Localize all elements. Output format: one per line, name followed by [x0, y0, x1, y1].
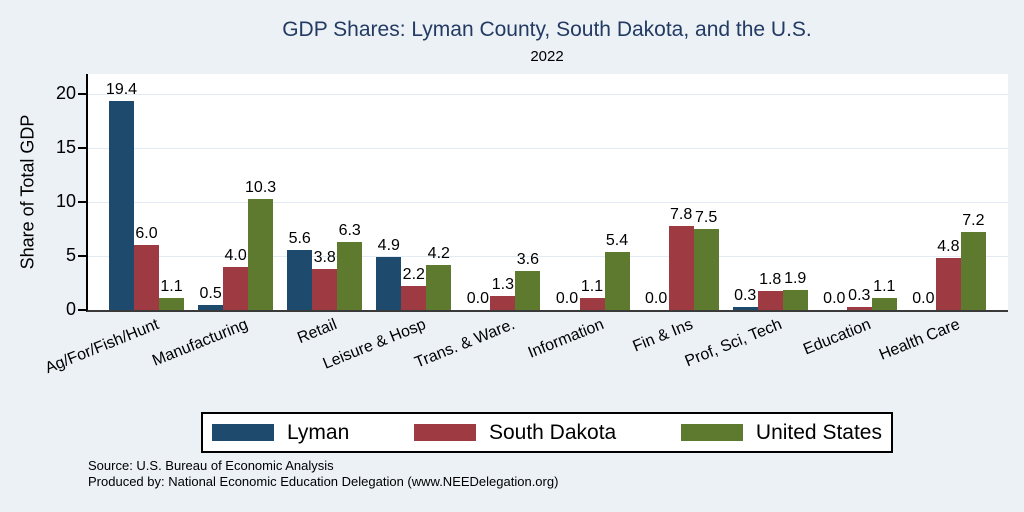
legend-swatch-south-dakota [413, 424, 476, 441]
bar-united-states-leisure-hosp [426, 264, 452, 310]
bar-value-label: 1.3 [491, 276, 515, 293]
bar-value-label: 2.2 [402, 266, 425, 284]
y-tick-mark [78, 309, 86, 311]
bar-south-dakota-retail [312, 269, 338, 310]
legend-swatch-lyman [212, 424, 274, 441]
y-tick-mark [78, 255, 86, 257]
bar-value-label: 19.4 [105, 80, 138, 98]
bar-lyman-leisure-hosp [376, 257, 402, 310]
x-axis-label: Ag/For/Fish/Hunt [42, 316, 161, 378]
bar-united-states-retail [337, 242, 363, 310]
legend-label: United States [755, 420, 882, 444]
bar-lyman-retail [287, 249, 313, 310]
bar-value-label: 4.8 [937, 238, 960, 256]
bar-value-label: 0.0 [912, 290, 935, 307]
y-tick-label: 20 [55, 83, 76, 103]
bar-united-states-education [871, 298, 897, 310]
y-tick-mark [78, 147, 86, 149]
bar-value-label: 0.0 [466, 290, 490, 307]
y-tick-label: 10 [55, 191, 76, 211]
bar-united-states-ag-for-fish-hunt [159, 298, 184, 310]
bar-value-label: 5.4 [605, 231, 629, 249]
bar-south-dakota-manufacturing [223, 266, 249, 310]
bar-value-label: 0.0 [823, 290, 846, 307]
bar-value-label: 7.2 [962, 212, 985, 230]
bar-value-label: 1.1 [580, 278, 604, 296]
legend-label: Lyman [287, 420, 350, 444]
bar-lyman-ag-for-fish-hunt [109, 100, 134, 310]
bar-value-label: 1.1 [160, 278, 183, 296]
source-note: Source: U.S. Bureau of Economic Analysis [88, 458, 334, 473]
bar-south-dakota-prof-sci-tech [757, 290, 783, 310]
x-axis-label: Education [801, 316, 874, 359]
x-axis-label: Trans. & Ware. [412, 316, 518, 372]
bar-south-dakota-ag-for-fish-hunt [134, 245, 159, 310]
x-axis-label: Information [525, 316, 607, 362]
gridline [88, 94, 1008, 95]
legend-entry-united-states: United States [680, 420, 882, 445]
bar-value-label: 3.8 [313, 249, 336, 266]
bar-value-label: 5.6 [288, 229, 311, 247]
legend: Lyman South Dakota United States [201, 412, 893, 453]
gridline [88, 148, 1008, 149]
bar-value-label: 4.0 [224, 246, 247, 264]
bar-value-label: 1.1 [873, 278, 896, 296]
y-tick-label: 5 [65, 245, 76, 265]
bar-value-label: 7.8 [669, 205, 693, 223]
bar-united-states-trans-ware [515, 271, 541, 310]
bar-value-label: 1.8 [759, 270, 782, 288]
x-axis-label: Prof, Sci, Tech [682, 316, 785, 371]
chart-subtitle: 2022 [530, 48, 564, 65]
bar-value-label: 6.0 [135, 225, 158, 243]
bar-value-label: 10.3 [245, 178, 277, 196]
x-axis-label: Retail [294, 316, 340, 348]
bar-value-label: 3.6 [516, 251, 540, 269]
y-tick-label: 0 [65, 299, 76, 319]
bar-lyman-prof-sci-tech [732, 306, 758, 310]
bar-south-dakota-information [579, 298, 605, 310]
bar-value-label: 1.9 [784, 269, 807, 287]
x-axis-label: Fin & Ins [630, 316, 696, 356]
bar-united-states-information [604, 251, 630, 310]
bar-south-dakota-leisure-hosp [401, 286, 427, 310]
y-tick-mark [78, 93, 86, 95]
bar-united-states-health-care [960, 232, 986, 310]
footer-notes: Source: U.S. Bureau of Economic Analysis… [88, 458, 558, 490]
legend-entry-south-dakota: South Dakota [413, 420, 617, 445]
bar-value-label: 0.0 [555, 290, 579, 307]
bar-south-dakota-trans-ware [490, 296, 516, 310]
bar-value-label: 4.2 [427, 244, 450, 262]
bar-value-label: 7.5 [694, 209, 718, 226]
bar-united-states-prof-sci-tech [782, 289, 808, 310]
legend-swatch-united-states [680, 424, 743, 441]
bar-united-states-manufacturing [248, 198, 274, 310]
bar-value-label: 0.3 [734, 286, 757, 304]
bar-south-dakota-education [846, 306, 872, 310]
plot-area: 19.4 6.0 1.1 0.5 4.0 10.3 5.6 3.8 6.3 4.9 2.2 4.2 0.… [86, 74, 1008, 312]
x-axis-label: Manufacturing [149, 316, 250, 370]
bar-value-label: 4.9 [377, 237, 400, 255]
x-axis-label: Health Care [877, 316, 963, 364]
y-tick-mark [78, 201, 86, 203]
gridline [88, 202, 1008, 203]
legend-label: South Dakota [488, 420, 617, 444]
bar-united-states-fin-ins [693, 229, 719, 310]
bar-south-dakota-fin-ins [668, 225, 694, 310]
bar-south-dakota-health-care [935, 258, 961, 310]
y-tick-label: 15 [55, 137, 76, 157]
produced-by-note: Produced by: National Economic Education… [88, 474, 559, 489]
bar-lyman-manufacturing [198, 304, 224, 310]
bar-value-label: 0.5 [199, 284, 222, 302]
bar-value-label: 0.0 [644, 290, 668, 307]
bar-value-label: 0.3 [848, 286, 871, 304]
bar-value-label: 6.3 [338, 222, 361, 239]
legend-entry-lyman: Lyman [212, 421, 349, 445]
chart-title: GDP Shares: Lyman County, South Dakota, … [282, 18, 812, 41]
gridline [88, 256, 1008, 257]
